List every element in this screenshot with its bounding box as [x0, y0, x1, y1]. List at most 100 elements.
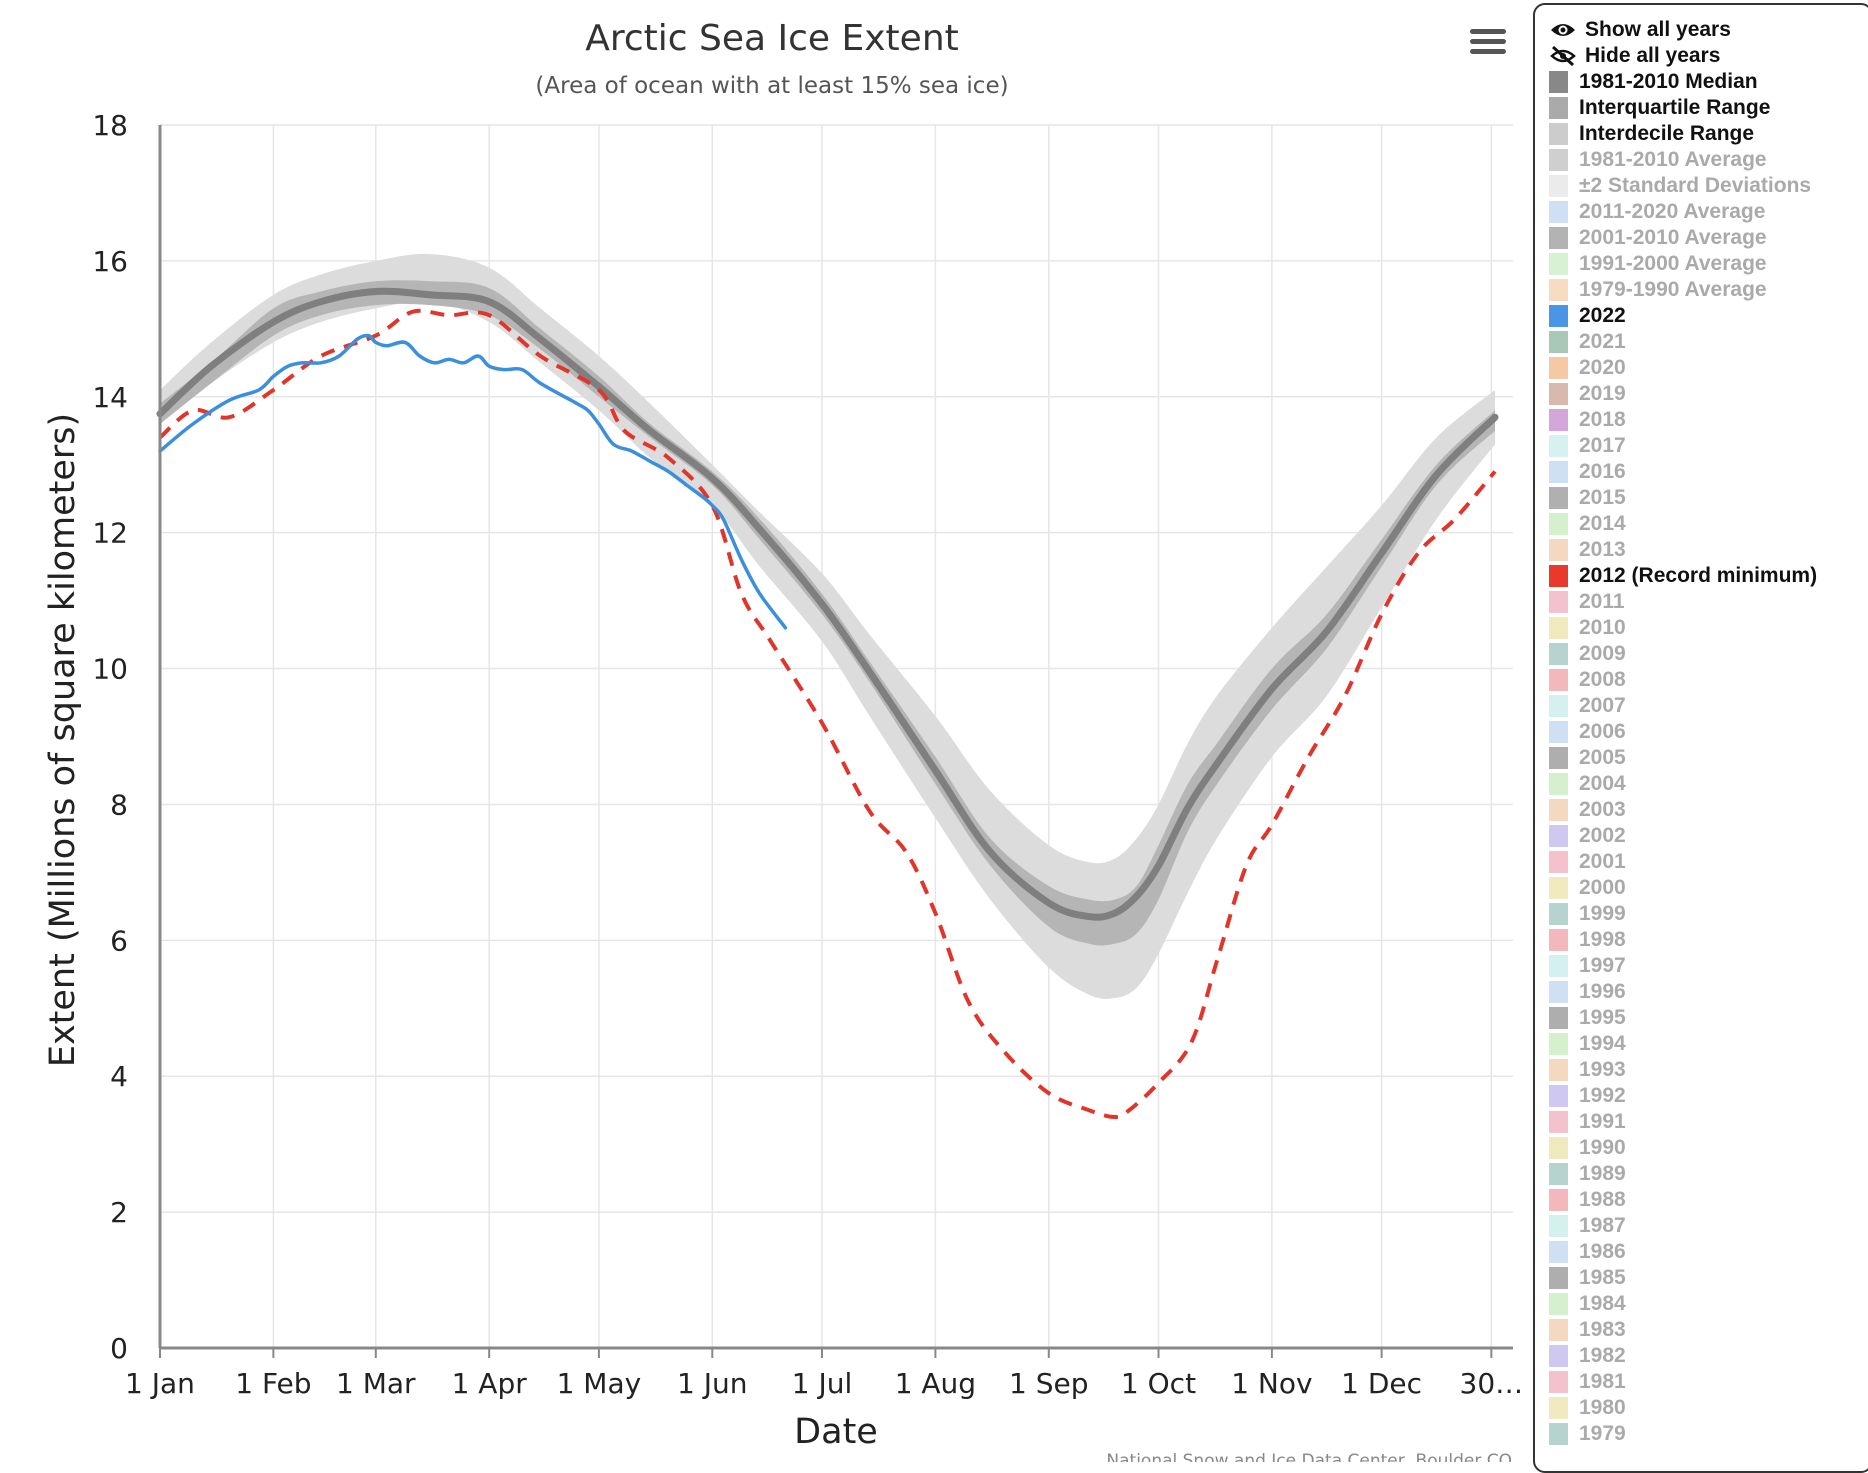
legend-item[interactable]: 1990: [1549, 1135, 1868, 1161]
x-tick-label: 1 Jul: [792, 1367, 853, 1400]
eye-icon: [1551, 24, 1575, 36]
legend-item[interactable]: 1986: [1549, 1239, 1868, 1265]
hamburger-icon: [1470, 29, 1506, 34]
legend-label: 1981-2010 Average: [1579, 148, 1767, 171]
legend-item[interactable]: 1989: [1549, 1161, 1868, 1187]
legend-item[interactable]: 1981: [1549, 1369, 1868, 1395]
legend-item[interactable]: 1995: [1549, 1005, 1868, 1031]
legend-item[interactable]: 2009: [1549, 641, 1868, 667]
credit-text[interactable]: National Snow and Ice Data Center, Bould…: [1106, 1451, 1512, 1462]
legend-item[interactable]: 1994: [1549, 1031, 1868, 1057]
legend-item[interactable]: 2020: [1549, 355, 1868, 381]
legend-swatch: [1549, 929, 1568, 951]
legend-item[interactable]: 2002: [1549, 823, 1868, 849]
legend-item[interactable]: 2007: [1549, 693, 1868, 719]
y-tick-label: 10: [92, 653, 128, 686]
legend-item[interactable]: 1985: [1549, 1265, 1868, 1291]
legend-item[interactable]: 1979-1990 Average: [1549, 277, 1868, 303]
legend-item[interactable]: 2003: [1549, 797, 1868, 823]
hamburger-menu-button[interactable]: [1466, 24, 1510, 64]
legend-swatch: [1549, 461, 1568, 483]
legend-item[interactable]: 1991-2000 Average: [1549, 251, 1868, 277]
x-tick-label: 1 Sep: [1009, 1367, 1089, 1400]
legend-item[interactable]: 1997: [1549, 953, 1868, 979]
legend-item[interactable]: 2013: [1549, 537, 1868, 563]
legend-item[interactable]: 2015: [1549, 485, 1868, 511]
legend-label: 1982: [1579, 1344, 1626, 1367]
legend-item[interactable]: 2001-2010 Average: [1549, 225, 1868, 251]
x-tick-label: 1 May: [557, 1367, 642, 1400]
legend-item[interactable]: Interdecile Range: [1549, 121, 1868, 147]
legend-label: 2004: [1579, 772, 1626, 795]
y-tick-label: 0: [110, 1332, 128, 1365]
legend-label: 2017: [1579, 434, 1626, 457]
legend-item[interactable]: 2014: [1549, 511, 1868, 537]
legend-swatch: [1549, 643, 1568, 665]
legend-item[interactable]: 1982: [1549, 1343, 1868, 1369]
legend-swatch: [1549, 1085, 1568, 1107]
legend-item[interactable]: 2021: [1549, 329, 1868, 355]
y-tick-label: 6: [110, 924, 128, 957]
legend-item[interactable]: 2010: [1549, 615, 1868, 641]
legend-swatch: [1549, 383, 1568, 405]
legend-item[interactable]: ±2 Standard Deviations: [1549, 173, 1868, 199]
legend-item[interactable]: 2017: [1549, 433, 1868, 459]
legend-label: 2006: [1579, 720, 1626, 743]
legend-item[interactable]: 1979: [1549, 1421, 1868, 1447]
legend-swatch: [1549, 71, 1568, 93]
legend-swatch: [1549, 279, 1568, 301]
legend-item[interactable]: 2018: [1549, 407, 1868, 433]
legend-item[interactable]: 2011: [1549, 589, 1868, 615]
legend-label: 2001-2010 Average: [1579, 226, 1767, 249]
legend-label: 1991: [1579, 1110, 1626, 1133]
legend-item[interactable]: 1980: [1549, 1395, 1868, 1421]
legend-label: 1996: [1579, 980, 1626, 1003]
legend-item[interactable]: 2004: [1549, 771, 1868, 797]
band-interdecile-range: [160, 253, 1495, 999]
legend-item[interactable]: 1983: [1549, 1317, 1868, 1343]
x-tick-label: 1 Jun: [677, 1367, 747, 1400]
legend-swatch: [1549, 1397, 1568, 1419]
legend-swatch: [1549, 669, 1568, 691]
series-line-1981-2010-median: [156, 287, 1499, 921]
x-tick-label: 1 Jan: [125, 1367, 195, 1400]
legend-item[interactable]: 1992: [1549, 1083, 1868, 1109]
legend-item[interactable]: 1996: [1549, 979, 1868, 1005]
x-tick-label: 1 Apr: [452, 1367, 528, 1400]
legend-label: 2011-2020 Average: [1579, 200, 1766, 223]
legend-label: 1987: [1579, 1214, 1626, 1237]
legend-item[interactable]: 2008: [1549, 667, 1868, 693]
legend-item[interactable]: 1987: [1549, 1213, 1868, 1239]
legend-item[interactable]: 2011-2020 Average: [1549, 199, 1868, 225]
legend-item[interactable]: Interquartile Range: [1549, 95, 1868, 121]
legend-swatch: [1549, 773, 1568, 795]
legend-item[interactable]: 2001: [1549, 849, 1868, 875]
x-tick-label: 30…: [1460, 1367, 1524, 1400]
legend-label: Interquartile Range: [1579, 96, 1771, 119]
legend-label: 2011: [1579, 590, 1625, 613]
legend-item[interactable]: 1981-2010 Median: [1549, 69, 1868, 95]
legend-item[interactable]: 2000: [1549, 875, 1868, 901]
legend-swatch: [1549, 799, 1568, 821]
legend-item[interactable]: 1993: [1549, 1057, 1868, 1083]
legend-label: 2008: [1579, 668, 1626, 691]
legend-item[interactable]: 1981-2010 Average: [1549, 147, 1868, 173]
legend: Show all years Hide all years 1981-2010 …: [1533, 3, 1868, 1473]
legend-item[interactable]: 2019: [1549, 381, 1868, 407]
legend-item[interactable]: 2022: [1549, 303, 1868, 329]
legend-swatch: [1549, 955, 1568, 977]
legend-item[interactable]: 2016: [1549, 459, 1868, 485]
legend-item[interactable]: 2012 (Record minimum): [1549, 563, 1868, 589]
legend-item[interactable]: 2006: [1549, 719, 1868, 745]
legend-item[interactable]: 1984: [1549, 1291, 1868, 1317]
legend-item[interactable]: 1988: [1549, 1187, 1868, 1213]
legend-label: 1988: [1579, 1188, 1626, 1211]
legend-item[interactable]: 1991: [1549, 1109, 1868, 1135]
hide-all-years-button[interactable]: Hide all years: [1549, 43, 1868, 69]
legend-item[interactable]: 1999: [1549, 901, 1868, 927]
legend-label: 1994: [1579, 1032, 1626, 1055]
legend-item[interactable]: 1998: [1549, 927, 1868, 953]
show-all-years-button[interactable]: Show all years: [1549, 17, 1868, 43]
legend-label: 2001: [1579, 850, 1626, 873]
legend-item[interactable]: 2005: [1549, 745, 1868, 771]
